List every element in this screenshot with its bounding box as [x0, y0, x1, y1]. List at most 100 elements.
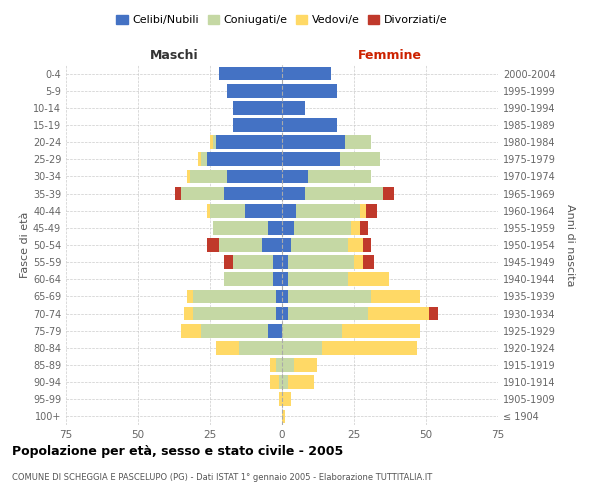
Bar	[348, 272, 389, 286]
Bar	[202, 152, 207, 166]
Bar	[181, 186, 224, 200]
Bar	[348, 238, 362, 252]
Bar	[218, 66, 282, 80]
Bar	[282, 376, 288, 389]
Bar	[282, 256, 288, 269]
Bar	[282, 66, 331, 80]
Bar	[207, 204, 210, 218]
Text: Maschi: Maschi	[149, 48, 199, 62]
Bar	[213, 221, 268, 234]
Bar	[224, 256, 233, 269]
Bar	[282, 152, 340, 166]
Bar	[282, 238, 290, 252]
Bar	[282, 324, 343, 338]
Bar	[365, 204, 377, 218]
Bar	[274, 256, 282, 269]
Bar	[322, 341, 418, 354]
Bar	[268, 324, 282, 338]
Bar	[340, 152, 380, 166]
Y-axis label: Fasce di età: Fasce di età	[20, 212, 30, 278]
Bar	[271, 376, 279, 389]
Bar	[216, 341, 239, 354]
Bar	[262, 238, 282, 252]
Bar	[282, 136, 346, 149]
Bar	[362, 238, 371, 252]
Bar	[371, 290, 420, 304]
Bar	[282, 306, 288, 320]
Bar	[279, 376, 282, 389]
Bar	[216, 136, 282, 149]
Bar	[351, 221, 360, 234]
Bar	[305, 186, 383, 200]
Text: Femmine: Femmine	[358, 48, 422, 62]
Bar	[362, 256, 374, 269]
Bar	[233, 101, 282, 114]
Y-axis label: Anni di nascita: Anni di nascita	[565, 204, 575, 286]
Bar	[276, 290, 282, 304]
Bar	[282, 410, 285, 424]
Bar	[193, 290, 276, 304]
Bar	[290, 238, 348, 252]
Bar	[193, 306, 276, 320]
Text: Popolazione per età, sesso e stato civile - 2005: Popolazione per età, sesso e stato civil…	[12, 445, 343, 458]
Bar	[360, 221, 368, 234]
Bar	[293, 221, 351, 234]
Bar	[239, 341, 282, 354]
Bar	[224, 272, 274, 286]
Bar	[210, 204, 245, 218]
Bar	[282, 170, 308, 183]
Bar	[288, 306, 368, 320]
Bar	[282, 118, 337, 132]
Bar	[282, 290, 288, 304]
Bar	[233, 118, 282, 132]
Bar	[279, 392, 282, 406]
Bar	[227, 84, 282, 98]
Bar	[429, 306, 437, 320]
Bar	[233, 256, 274, 269]
Bar	[282, 392, 290, 406]
Bar	[276, 306, 282, 320]
Bar	[187, 290, 193, 304]
Bar	[282, 204, 296, 218]
Bar	[199, 152, 202, 166]
Bar	[354, 256, 362, 269]
Bar	[190, 170, 227, 183]
Bar	[202, 324, 268, 338]
Legend: Celibi/Nubili, Coniugati/e, Vedovi/e, Divorziati/e: Celibi/Nubili, Coniugati/e, Vedovi/e, Di…	[112, 10, 452, 30]
Bar	[368, 306, 429, 320]
Bar	[187, 170, 190, 183]
Bar	[288, 272, 348, 286]
Bar	[245, 204, 282, 218]
Bar	[207, 238, 218, 252]
Bar	[296, 204, 360, 218]
Bar	[274, 272, 282, 286]
Bar	[360, 204, 365, 218]
Bar	[282, 101, 305, 114]
Bar	[282, 84, 337, 98]
Bar	[288, 256, 354, 269]
Bar	[175, 186, 181, 200]
Text: COMUNE DI SCHEGGIA E PASCELUPO (PG) - Dati ISTAT 1° gennaio 2005 - Elaborazione : COMUNE DI SCHEGGIA E PASCELUPO (PG) - Da…	[12, 473, 432, 482]
Bar	[227, 170, 282, 183]
Bar	[184, 306, 193, 320]
Bar	[207, 152, 282, 166]
Bar	[210, 136, 213, 149]
Bar	[282, 272, 288, 286]
Bar	[308, 170, 371, 183]
Bar	[383, 186, 394, 200]
Bar	[293, 358, 317, 372]
Bar	[343, 324, 420, 338]
Bar	[213, 136, 216, 149]
Bar	[282, 186, 305, 200]
Bar	[346, 136, 371, 149]
Bar	[224, 186, 282, 200]
Bar	[282, 221, 293, 234]
Bar	[271, 358, 276, 372]
Bar	[288, 290, 371, 304]
Bar	[282, 358, 293, 372]
Bar	[218, 238, 262, 252]
Bar	[181, 324, 202, 338]
Bar	[288, 376, 314, 389]
Bar	[276, 358, 282, 372]
Bar	[282, 341, 322, 354]
